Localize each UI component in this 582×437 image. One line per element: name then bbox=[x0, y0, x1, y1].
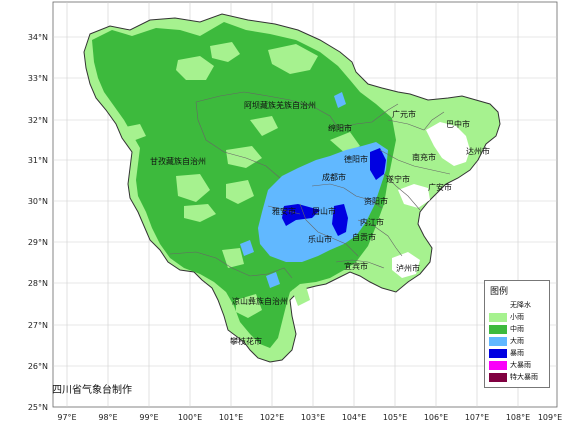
city-label-ziyang: 资阳市 bbox=[364, 196, 388, 206]
lat-tick: 28°N bbox=[28, 279, 48, 288]
city-label-luzhou: 泸州市 bbox=[396, 263, 420, 273]
heavy-rain-area bbox=[258, 142, 388, 262]
rainstorm-area bbox=[332, 204, 348, 236]
prefecture-label-liangshan: 凉山彝族自治州 bbox=[232, 296, 288, 306]
lat-axis: 34°N 33°N 32°N 31°N 30°N 29°N 28°N 27°N … bbox=[28, 33, 48, 412]
legend-label: 特大暴雨 bbox=[510, 373, 538, 381]
legend-item-extreme-rainstorm: 特大暴雨 bbox=[489, 372, 549, 382]
city-label-bazhong: 巴中市 bbox=[446, 119, 470, 129]
lat-tick: 25°N bbox=[28, 403, 48, 412]
lat-tick: 27°N bbox=[28, 321, 48, 330]
city-label-dazhou: 达州市 bbox=[466, 146, 490, 156]
lat-tick: 33°N bbox=[28, 74, 48, 83]
heavy-rain-patch bbox=[266, 272, 280, 288]
lon-tick: 102°E bbox=[260, 413, 284, 422]
city-label-chengdu: 成都市 bbox=[322, 172, 346, 182]
legend-swatch bbox=[489, 301, 507, 310]
city-label-meishan: 眉山市 bbox=[312, 206, 336, 216]
lon-tick: 108°E bbox=[506, 413, 530, 422]
heavy-rain-patch bbox=[240, 240, 254, 256]
lon-tick: 106°E bbox=[424, 413, 448, 422]
legend-label: 大暴雨 bbox=[510, 361, 531, 369]
lon-tick: 97°E bbox=[57, 413, 76, 422]
lon-axis: 97°E 98°E 99°E 100°E 101°E 102°E 103°E 1… bbox=[57, 413, 562, 422]
admin-boundaries bbox=[169, 91, 451, 279]
light-rain-patch bbox=[120, 124, 146, 142]
city-label-leshan: 乐山市 bbox=[308, 234, 332, 244]
legend-swatch bbox=[489, 361, 507, 370]
light-rain-patch bbox=[236, 294, 262, 318]
light-rain-patch bbox=[292, 286, 310, 306]
prefecture-label-aba: 阿坝藏族羌族自治州 bbox=[244, 100, 316, 110]
no-rain-area bbox=[392, 252, 420, 278]
heavy-rain-patch bbox=[334, 92, 346, 108]
legend-swatch bbox=[489, 313, 507, 322]
light-rain-patch bbox=[226, 180, 254, 204]
light-rain-patch bbox=[250, 116, 278, 136]
city-label-suining: 遂宁市 bbox=[386, 174, 410, 184]
legend: 图例 无降水 小雨 中雨 大雨 暴雨 大暴雨 特大暴雨 bbox=[484, 280, 550, 388]
light-rain-patch bbox=[226, 146, 262, 168]
legend-label: 无降水 bbox=[510, 301, 531, 309]
producer-credit: 四川省气象台制作 bbox=[52, 385, 132, 396]
legend-label: 中雨 bbox=[510, 325, 524, 333]
city-label-guangyuan: 广元市 bbox=[392, 109, 416, 119]
legend-item-rainstorm: 暴雨 bbox=[489, 348, 549, 358]
legend-item-heavy-rainstorm: 大暴雨 bbox=[489, 360, 549, 370]
lat-tick: 34°N bbox=[28, 33, 48, 42]
lon-tick: 109°E bbox=[538, 413, 562, 422]
city-label-neijiang: 内江市 bbox=[360, 217, 384, 227]
city-label-deyang: 德阳市 bbox=[344, 154, 368, 164]
legend-swatch bbox=[489, 325, 507, 334]
lon-tick: 101°E bbox=[219, 413, 243, 422]
city-label-panzhihua: 攀枝花市 bbox=[230, 336, 262, 346]
no-rain-area bbox=[426, 122, 470, 166]
city-label-zigong: 自贡市 bbox=[352, 232, 376, 242]
city-label-mianyang: 绵阳市 bbox=[328, 123, 352, 133]
rainstorm-area bbox=[370, 148, 386, 180]
legend-item-light-rain: 小雨 bbox=[489, 312, 549, 322]
lon-tick: 98°E bbox=[98, 413, 117, 422]
light-rain-patch bbox=[184, 204, 216, 222]
rainstorm-area bbox=[282, 204, 320, 226]
lon-tick: 105°E bbox=[383, 413, 407, 422]
no-rain-area bbox=[398, 184, 430, 208]
legend-swatch bbox=[489, 349, 507, 358]
lon-tick: 103°E bbox=[301, 413, 325, 422]
legend-label: 暴雨 bbox=[510, 349, 524, 357]
lon-tick: 104°E bbox=[342, 413, 366, 422]
legend-label: 小雨 bbox=[510, 313, 524, 321]
legend-swatch bbox=[489, 373, 507, 382]
light-rain-patch bbox=[176, 56, 214, 80]
city-label-nanchong: 南充市 bbox=[412, 152, 436, 162]
lat-tick: 30°N bbox=[28, 197, 48, 206]
legend-item-no-rain: 无降水 bbox=[489, 300, 549, 310]
city-label-yaan: 雅安市 bbox=[272, 206, 296, 216]
lat-tick: 32°N bbox=[28, 116, 48, 125]
light-rain-patch bbox=[268, 44, 318, 74]
light-rain-patch bbox=[210, 42, 240, 62]
legend-title: 图例 bbox=[490, 287, 509, 297]
light-rain-patch bbox=[222, 248, 244, 268]
city-label-guangan: 广安市 bbox=[428, 182, 452, 192]
legend-label: 大雨 bbox=[510, 337, 524, 345]
lat-tick: 31°N bbox=[28, 156, 48, 165]
legend-item-moderate-rain: 中雨 bbox=[489, 324, 549, 334]
lon-tick: 100°E bbox=[178, 413, 202, 422]
city-label-yibin: 宜宾市 bbox=[344, 261, 368, 271]
legend-item-heavy-rain: 大雨 bbox=[489, 336, 549, 346]
legend-swatch bbox=[489, 337, 507, 346]
lon-tick: 99°E bbox=[139, 413, 158, 422]
light-rain-patch bbox=[176, 174, 210, 202]
lat-tick: 29°N bbox=[28, 238, 48, 247]
lat-tick: 26°N bbox=[28, 362, 48, 371]
prefecture-label-ganzi: 甘孜藏族自治州 bbox=[150, 156, 206, 166]
lon-tick: 107°E bbox=[465, 413, 489, 422]
